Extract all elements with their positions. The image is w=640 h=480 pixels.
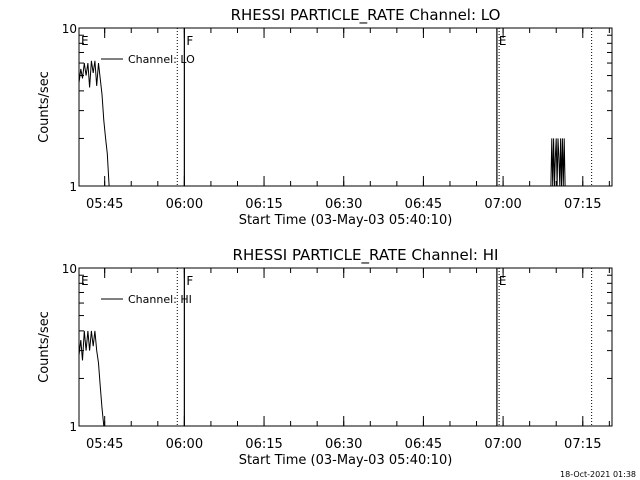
footer-timestamp: 18-Oct-2021 01:38 <box>560 470 636 479</box>
x-axis-label: Start Time (03-May-03 05:40:10) <box>239 453 453 468</box>
series-line <box>78 60 110 187</box>
panel-hi: RHESSI PARTICLE_RATE Channel: HI Start Ti… <box>37 246 613 468</box>
y-tick-label: 10 <box>62 262 77 276</box>
flag-label: F <box>186 274 193 288</box>
y-tick-label: 1 <box>69 180 77 194</box>
flag-label: E <box>499 274 507 288</box>
x-tick-label: 05:45 <box>86 197 123 212</box>
legend-label: Channel: LO <box>128 53 195 66</box>
panel-lo: RHESSI PARTICLE_RATE Channel: LO Start Ti… <box>37 6 613 228</box>
x-tick-label: 06:00 <box>166 197 203 212</box>
y-axis-label: Counts/sec <box>37 71 52 143</box>
x-tick-label: 07:00 <box>484 197 521 212</box>
x-tick-label: 06:45 <box>405 437 442 452</box>
x-tick-label: 05:45 <box>86 437 123 452</box>
x-axis-label: Start Time (03-May-03 05:40:10) <box>239 213 453 228</box>
series-line <box>550 138 566 187</box>
x-tick-label: 06:30 <box>325 437 362 452</box>
flag-label: E <box>81 34 89 48</box>
chart-title: RHESSI PARTICLE_RATE Channel: LO <box>231 6 501 25</box>
flag-label: E <box>81 274 89 288</box>
legend-label: Channel: HI <box>128 293 192 306</box>
chart-title: RHESSI PARTICLE_RATE Channel: HI <box>233 246 499 265</box>
x-tick-label: 07:15 <box>564 437 601 452</box>
x-tick-label: 06:15 <box>245 437 282 452</box>
series-line <box>78 330 105 427</box>
plot-frame <box>78 27 613 187</box>
y-axis-label: Counts/sec <box>37 311 52 383</box>
plot-frame <box>78 267 613 427</box>
x-tick-label: 06:15 <box>245 197 282 212</box>
x-tick-label: 06:30 <box>325 197 362 212</box>
x-tick-label: 07:15 <box>564 197 601 212</box>
x-tick-label: 06:45 <box>405 197 442 212</box>
flag-label: E <box>499 34 507 48</box>
y-tick-label: 10 <box>62 22 77 36</box>
x-tick-label: 06:00 <box>166 437 203 452</box>
x-tick-label: 07:00 <box>484 437 521 452</box>
flag-label: F <box>186 34 193 48</box>
y-tick-label: 1 <box>69 420 77 434</box>
